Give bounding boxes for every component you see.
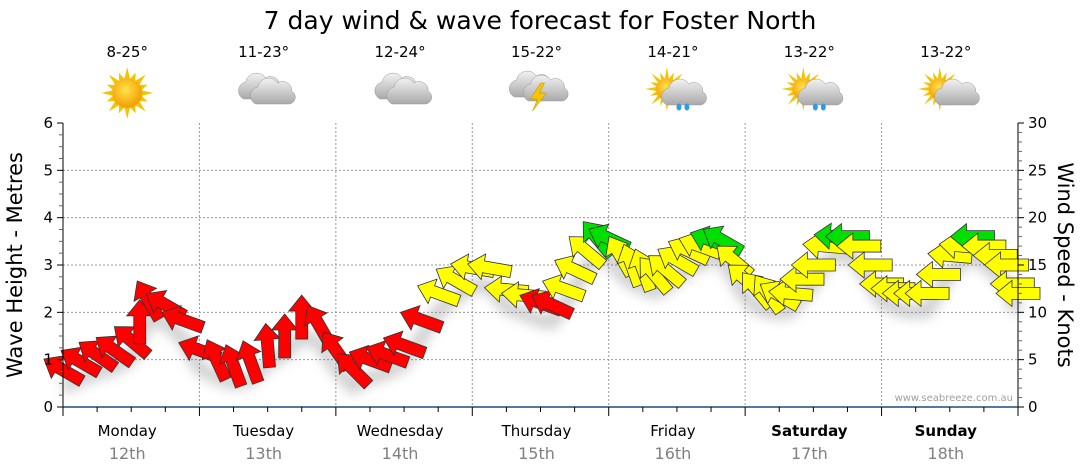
y-tick-label: 2 bbox=[43, 303, 53, 321]
wind-arrow bbox=[836, 232, 882, 260]
y-tick-label: 5 bbox=[43, 161, 53, 179]
y-tick-label: 6 bbox=[43, 114, 53, 132]
day-label: Saturday bbox=[771, 422, 848, 440]
y-tick-label: 4 bbox=[43, 209, 53, 227]
sun-cloud-rain-icon bbox=[644, 67, 707, 111]
date-label: 15th bbox=[518, 444, 555, 463]
day-temperature: 13-22° bbox=[784, 43, 835, 61]
y2-tick-label: 5 bbox=[1028, 351, 1038, 369]
day-label: Sunday bbox=[915, 422, 978, 440]
day-temperature: 13-22° bbox=[920, 43, 971, 61]
wind-arrow bbox=[790, 251, 836, 279]
sun-cloud-rain-icon bbox=[781, 67, 844, 111]
day-temperature: 11-23° bbox=[238, 43, 289, 61]
y-axis-label: Wave Height - Metres bbox=[3, 152, 27, 378]
date-label: 14th bbox=[382, 444, 419, 463]
cloudy-icon bbox=[374, 72, 432, 105]
day-label: Wednesday bbox=[357, 422, 444, 440]
wind-arrow bbox=[161, 304, 206, 334]
y-tick-label: 3 bbox=[43, 256, 53, 274]
day-temperature: 14-21° bbox=[647, 43, 698, 61]
date-label: 13th bbox=[245, 444, 282, 463]
storm-icon bbox=[509, 70, 569, 112]
sunny-icon bbox=[101, 67, 154, 119]
date-label: 16th bbox=[655, 444, 692, 463]
wind-arrow bbox=[915, 260, 961, 289]
date-label: 18th bbox=[927, 444, 964, 463]
y2-tick-label: 30 bbox=[1028, 114, 1047, 132]
wind-arrows bbox=[43, 221, 1041, 390]
day-temperature: 15-22° bbox=[511, 43, 562, 61]
date-label: 12th bbox=[109, 444, 146, 463]
day-label: Friday bbox=[650, 422, 696, 440]
sun-cloud-icon bbox=[917, 67, 980, 111]
axes: 0 1 2 3 4 5 6 0 5 10 15 20 25 30 Monday 12th Tuesday 13th… bbox=[43, 114, 1047, 463]
watermark: www.seabreeze.com.au bbox=[895, 393, 1013, 404]
y2-axis-label: Wind Speed - Knots bbox=[1053, 162, 1077, 367]
wind-arrow bbox=[416, 278, 462, 308]
y2-tick-label: 25 bbox=[1028, 161, 1047, 179]
wind-arrow bbox=[467, 253, 513, 281]
day-temperature: 8-25° bbox=[106, 43, 148, 61]
y-tick-label: 1 bbox=[43, 351, 53, 369]
daily-forecast-row: 8-25° 11-23° 12-24° 15-22° 14-21° 13-22° 13-22… bbox=[101, 43, 980, 119]
day-label: Thursday bbox=[501, 422, 572, 440]
day-label: Monday bbox=[98, 422, 157, 440]
date-label: 17th bbox=[791, 444, 828, 463]
cloudy-icon bbox=[238, 72, 296, 105]
wind-arrow bbox=[382, 330, 428, 360]
wind-arrow bbox=[904, 279, 950, 308]
wind-arrow bbox=[399, 304, 445, 334]
wind-arrow bbox=[847, 251, 893, 279]
wind-arrow bbox=[235, 340, 265, 385]
y2-tick-label: 0 bbox=[1028, 398, 1038, 416]
chart-title: 7 day wind & wave forecast for Foster No… bbox=[264, 6, 817, 35]
y-tick-label: 0 bbox=[43, 398, 53, 416]
y2-tick-label: 20 bbox=[1028, 209, 1047, 227]
y2-tick-label: 10 bbox=[1028, 303, 1047, 321]
wind-arrow bbox=[554, 254, 598, 286]
y2-tick-label: 15 bbox=[1028, 256, 1047, 274]
day-temperature: 12-24° bbox=[375, 43, 426, 61]
day-label: Tuesday bbox=[232, 422, 294, 440]
